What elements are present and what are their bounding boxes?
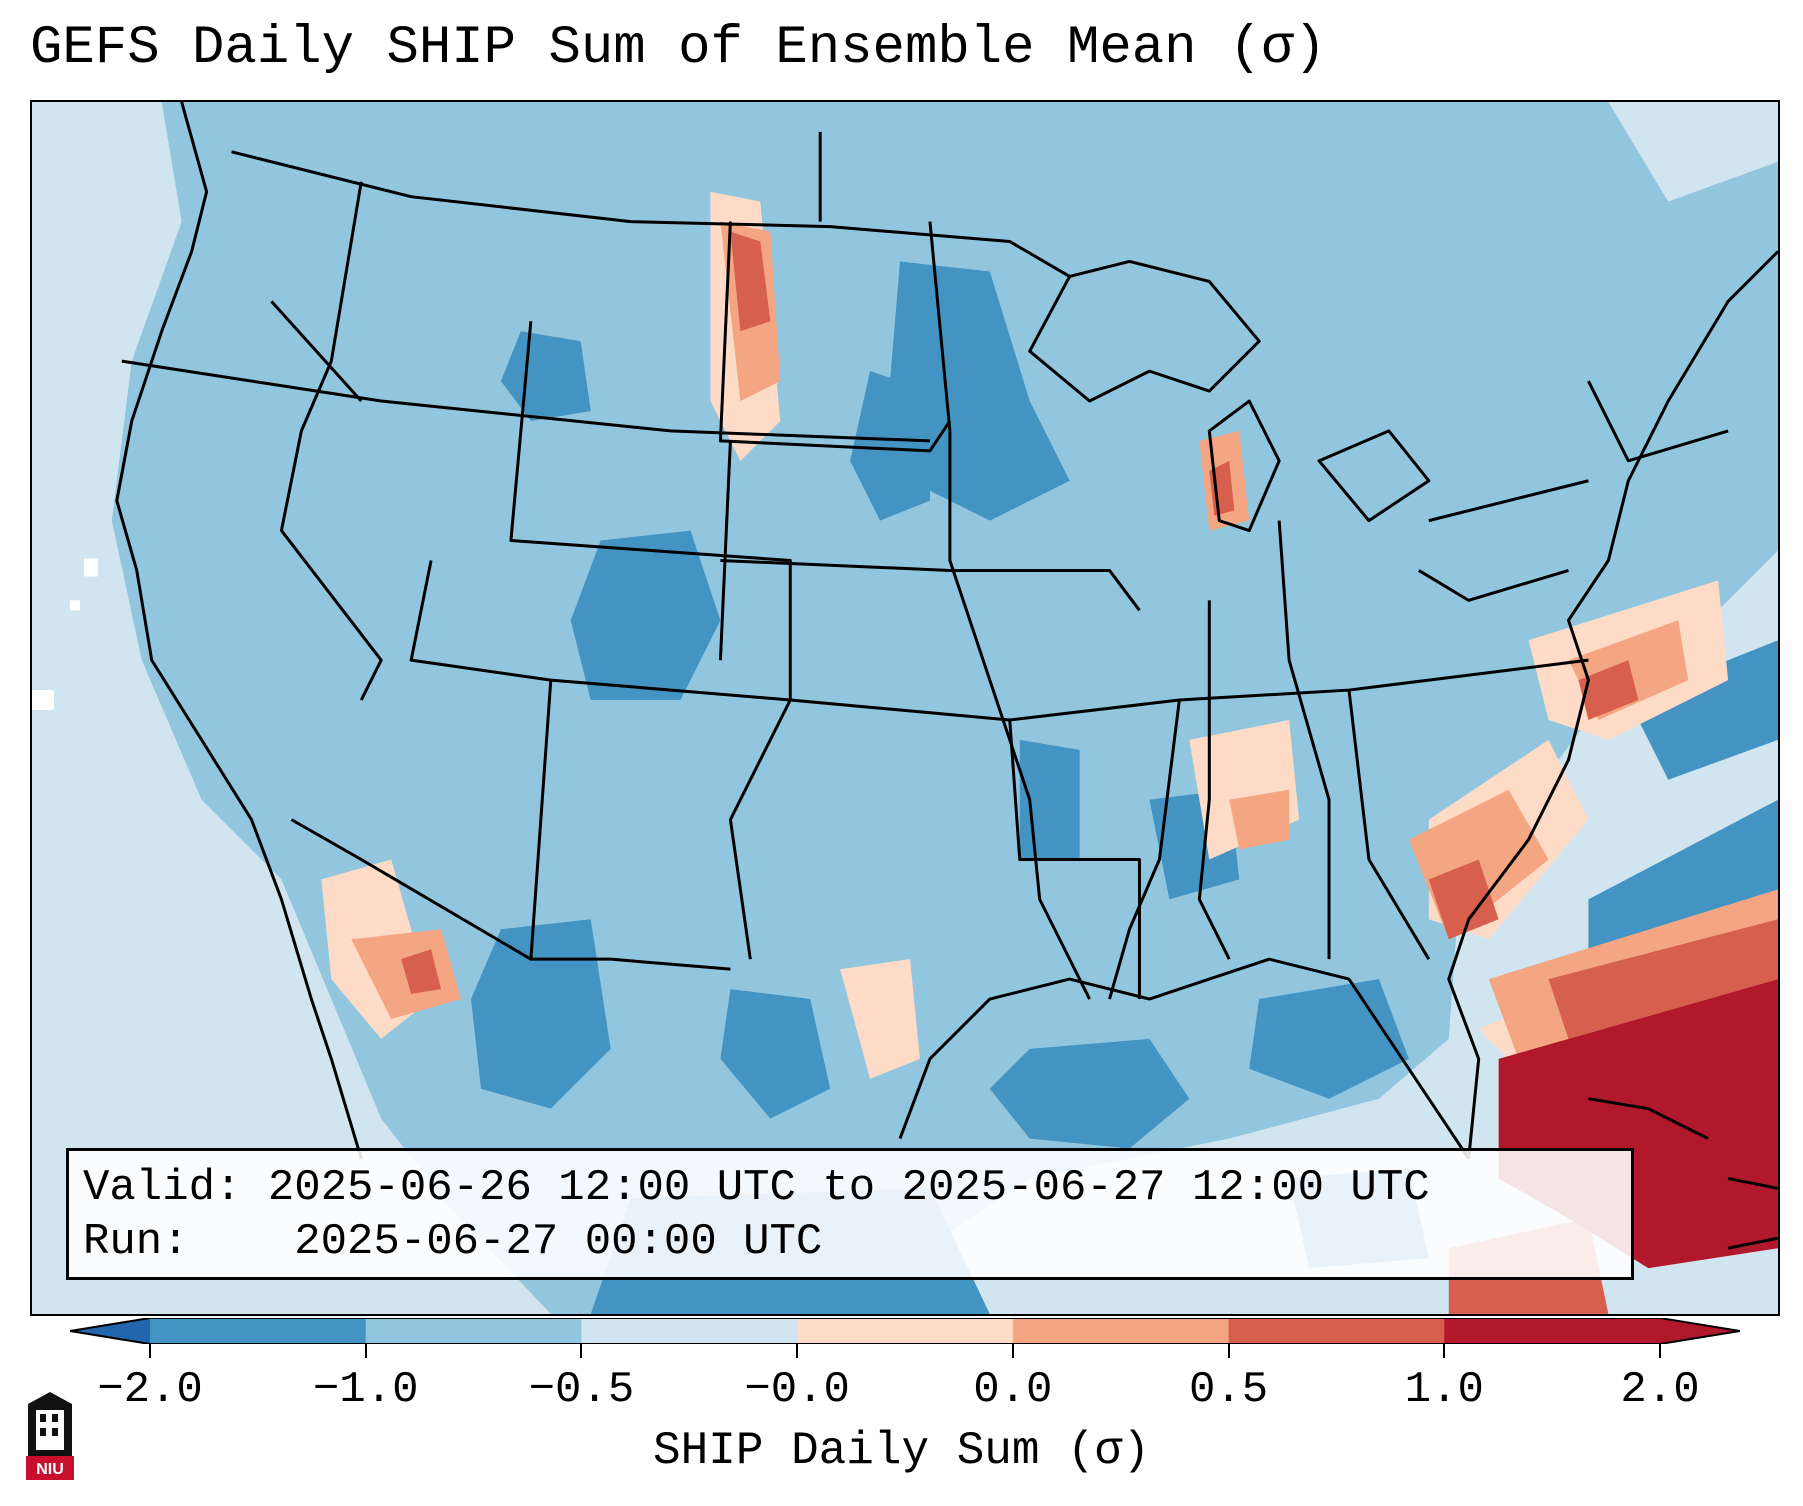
colorbar-label: SHIP Daily Sum (σ) bbox=[653, 1425, 1150, 1477]
valid-run-info-box: Valid: 2025-06-26 12:00 UTC to 2025-06-2… bbox=[66, 1148, 1634, 1280]
colorbar-tick bbox=[364, 1344, 367, 1358]
colorbar-segment bbox=[1444, 1318, 1661, 1344]
boundaries bbox=[115, 102, 1778, 1160]
colorbar-tick bbox=[149, 1344, 151, 1358]
colorbar-segment bbox=[797, 1318, 1014, 1344]
logo-text: NIU bbox=[36, 1461, 64, 1478]
colorbar-tick-label: −0.0 bbox=[744, 1365, 850, 1415]
map-title: GEFS Daily SHIP Sum of Ensemble Mean (σ) bbox=[30, 18, 1327, 79]
colorbar-segment bbox=[581, 1318, 798, 1344]
colorbar-tick-label: −0.5 bbox=[528, 1365, 635, 1415]
run-label: Run: bbox=[83, 1217, 189, 1267]
colorbar-tick-label: −1.0 bbox=[312, 1365, 419, 1415]
colorbar-segment bbox=[150, 1318, 367, 1344]
colorbar-tick-label: 0.5 bbox=[1188, 1365, 1269, 1415]
colorbar-tick bbox=[1443, 1344, 1446, 1358]
niu-logo: NIU bbox=[26, 1392, 74, 1480]
map-panel bbox=[30, 100, 1780, 1316]
near-zero-specks bbox=[32, 558, 98, 710]
caribbean-islands bbox=[1588, 1097, 1778, 1250]
colorbar-tick-label: 1.0 bbox=[1404, 1365, 1484, 1415]
colorbar-tick-label: 0.0 bbox=[973, 1365, 1053, 1415]
colorbar-segment bbox=[1228, 1318, 1445, 1344]
colorbar-segment bbox=[1012, 1318, 1230, 1344]
colorbar-tick bbox=[1659, 1344, 1661, 1358]
colorbar-tick bbox=[1011, 1344, 1014, 1358]
colorbar-tick bbox=[796, 1344, 799, 1358]
colorbar-tick-label: −2.0 bbox=[97, 1365, 203, 1415]
colorbar-tick-label: 2.0 bbox=[1620, 1365, 1700, 1415]
ship-map bbox=[32, 102, 1778, 1314]
colorbar-tick bbox=[580, 1344, 583, 1358]
colorbar-extend-low bbox=[70, 1318, 150, 1344]
colorbar bbox=[70, 1318, 1740, 1344]
run-time: 2025-06-27 00:00 UTC bbox=[294, 1217, 823, 1267]
colorbar-extend-high bbox=[1660, 1318, 1740, 1344]
colorbar-tick bbox=[1227, 1344, 1230, 1358]
colorbar-segment bbox=[365, 1318, 582, 1344]
valid-label: Valid: bbox=[83, 1163, 242, 1213]
valid-time-range: 2025-06-26 12:00 UTC to 2025-06-27 12:00… bbox=[267, 1163, 1430, 1213]
